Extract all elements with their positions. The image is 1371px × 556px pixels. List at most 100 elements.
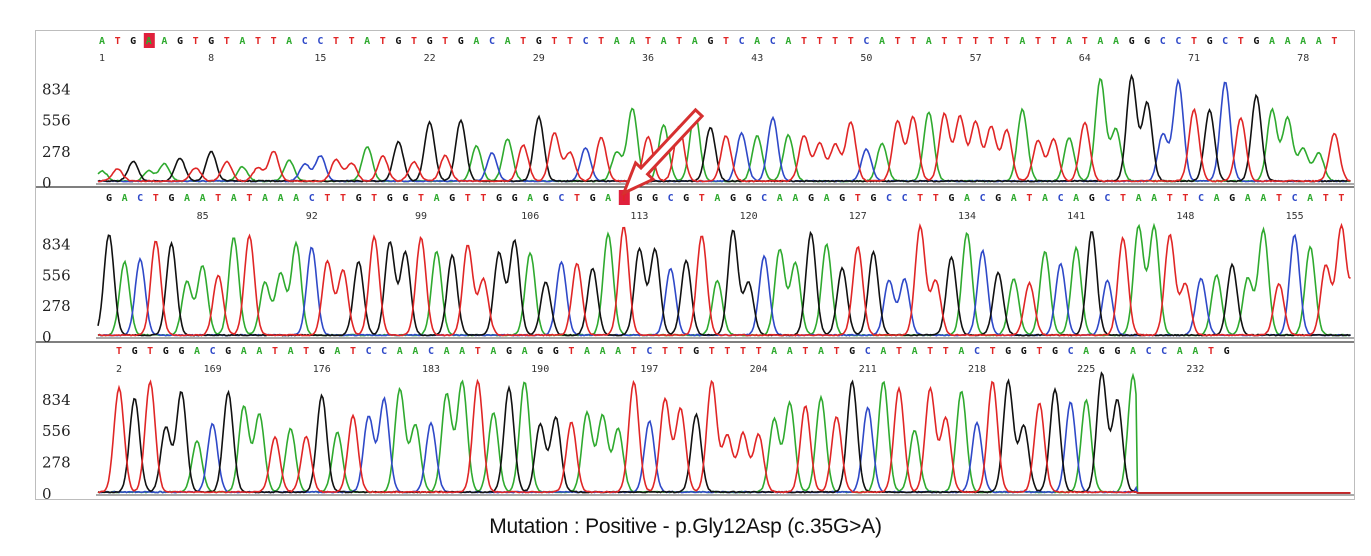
position-label: 141 [1067,211,1085,222]
base-call: A [1066,36,1072,47]
position-label: 2 [116,364,122,375]
base-call: G [402,193,408,204]
base-call: G [839,193,845,204]
base-call: T [333,36,339,47]
base-call: C [1175,36,1181,47]
base-call: G [356,193,362,204]
base-call: C [1161,346,1167,357]
trace-a-channel [97,222,1351,337]
base-call: A [1083,346,1089,357]
base-call: A [1192,346,1198,357]
base-call: G [208,36,214,47]
base-call: G [449,193,455,204]
base-call: C [863,36,869,47]
position-label: 36 [642,53,654,64]
base-call: A [964,193,970,204]
base-call: G [1099,346,1105,357]
base-call: G [225,346,231,357]
base-call: T [1082,36,1088,47]
base-call: C [428,346,434,357]
base-call: C [583,36,589,47]
y-tick-label: 556 [42,422,71,440]
base-call: A [1245,193,1251,204]
position-label: 127 [849,211,867,222]
base-call: A [787,346,793,357]
base-call: A [444,346,450,357]
base-call: T [927,346,933,357]
base-call: A [194,346,200,357]
base-call: G [130,36,136,47]
base-call: T [465,193,471,204]
base-call: T [271,36,277,47]
trace-c-channel [97,233,1351,337]
base-call: G [506,346,512,357]
base-call: C [381,346,387,357]
base-call: G [730,193,736,204]
position-label: 190 [531,364,549,375]
base-call: A [288,346,294,357]
base-call: A [1300,36,1306,47]
base-call: A [256,346,262,357]
base-call: C [1222,36,1228,47]
base-call: T [193,36,199,47]
base-call: A [1214,193,1220,204]
base-call: C [902,193,908,204]
trace-t-channel [97,222,1351,337]
position-label: 99 [415,211,427,222]
base-call: T [1051,36,1057,47]
base-call: G [427,36,433,47]
base-call: G [168,193,174,204]
base-call: T [1208,346,1214,357]
base-call: T [941,36,947,47]
base-call: T [520,36,526,47]
base-call: G [458,36,464,47]
base-call: A [1151,193,1157,204]
base-call: A [1113,36,1119,47]
position-label: 113 [630,211,648,222]
base-call: A [293,193,299,204]
figure-caption: Mutation : Positive - p.Gly12Asp (c.35G>… [489,515,882,538]
base-call: C [1160,36,1166,47]
y-tick-label: 0 [42,174,52,192]
position-label: 8 [208,53,214,64]
base-call: T [1191,36,1197,47]
base-call: C [974,346,980,357]
base-call: T [115,36,121,47]
base-call: T [1120,193,1126,204]
base-call: T [567,36,573,47]
trace-t-channel [98,378,1351,494]
y-tick-label: 278 [42,143,71,161]
base-call: G [553,346,559,357]
base-call: A [824,193,830,204]
base-call: A [334,346,340,357]
base-call: A [262,193,268,204]
base-call: A [434,193,440,204]
base-call: T [832,36,838,47]
base-call: T [645,36,651,47]
chromatogram-figure: 834 556 278 0 A T G A A G T G T A T T A C C T T A T G T G T G A C A T G T… [35,30,1355,500]
y-tick-label: 556 [42,266,71,284]
base-call: G [1144,36,1150,47]
position-label: 50 [860,53,872,64]
base-call: A [122,193,128,204]
base-call: C [1104,193,1110,204]
base-call: G [693,346,699,357]
base-call: A [661,36,667,47]
base-call: T [418,193,424,204]
base-call: A [527,193,533,204]
base-call: T [116,346,122,357]
trace-g-channel [97,371,1351,494]
y-tick-label: 0 [42,328,52,346]
base-call: A [161,36,167,47]
base-call: T [1182,193,1188,204]
base-call: T [1331,36,1337,47]
mutation-highlight-box [143,33,155,48]
base-call: A [1285,36,1291,47]
y-tick-label: 834 [42,391,71,409]
base-call: A [958,346,964,357]
y-tick-label: 556 [42,112,71,130]
base-call: T [973,36,979,47]
base-call: A [522,346,528,357]
base-call: T [943,346,949,357]
